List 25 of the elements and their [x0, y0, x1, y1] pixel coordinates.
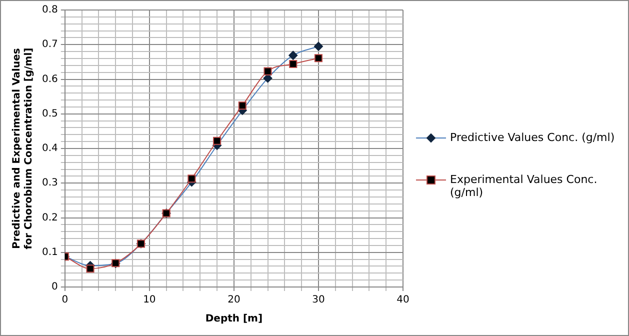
y-tick-label: 0.7	[42, 39, 58, 50]
point	[264, 67, 272, 76]
x-tick-label: 30	[312, 294, 325, 306]
x-axis-title: Depth [m]	[205, 314, 263, 325]
y-tick-label: 0.5	[42, 108, 58, 120]
point	[213, 136, 222, 145]
x-tick-label: 0	[62, 294, 68, 306]
y-tick-label: 0.2	[42, 212, 58, 224]
legend-label: Predictive Values Conc. (g/ml)	[450, 131, 615, 144]
y-tick-label: 0	[52, 282, 58, 293]
y-tick-label: 0.6	[42, 74, 58, 85]
legend-label: Experimental Values Conc. (g/ml)	[450, 173, 598, 199]
x-tick-label: 10	[143, 294, 156, 306]
y-axis-title: Predictive and Experimental Values for Chorobium Concentration [g/ml]	[12, 48, 35, 250]
y-tick-label: 0.4	[42, 143, 58, 154]
y-tick-label: 0.1	[42, 246, 58, 258]
x-tick-label: 20	[228, 294, 240, 306]
point	[86, 264, 94, 273]
point	[188, 174, 196, 183]
point	[238, 102, 246, 110]
point	[289, 60, 298, 68]
y-tick-label: 0.3	[42, 178, 58, 189]
y-tick-label: 0.8	[42, 4, 58, 16]
point	[314, 54, 323, 62]
x-tick-label: 40	[396, 294, 410, 306]
